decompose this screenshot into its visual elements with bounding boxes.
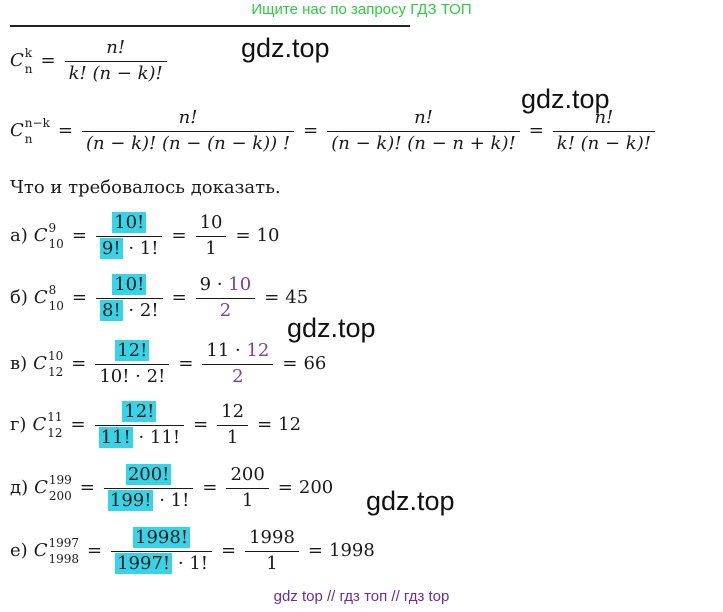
conclusion-text: Что и требовалось доказать.	[10, 177, 281, 198]
exercise-g: г) C 11 12 = 12! 11! · 11! = 12 1 = 12	[10, 401, 302, 448]
watermark: gdz.top	[521, 84, 610, 114]
exercise-d: д) C 199 200 = 200! 199! · 1! = 200 1 = 200	[10, 464, 334, 511]
header-divider	[10, 25, 410, 27]
proof-formula: C n−k n = n! (n − k)! (n − (n − k)) ! = n!…	[10, 107, 658, 154]
exercise-v: в) C 10 12 = 12! 10! · 2! = 11 · 12 2 = 66	[10, 340, 327, 387]
combination-symbol: C n−k n	[10, 115, 50, 147]
search-banner: Ищите нас по запросу ГДЗ ТОП	[251, 1, 472, 18]
definition-fraction: n! k! (n − k)!	[64, 37, 167, 84]
footer-watermark: gdz top // гдз топ // гдз top	[273, 588, 450, 605]
exercise-b: б) C 8 10 = 10! 8! · 2! = 9 · 10 2 = 45	[10, 274, 309, 321]
watermark: gdz.top	[287, 313, 376, 343]
exercise-a: а) C 9 10 = 10! 9! · 1! = 10 1 = 10	[10, 212, 280, 259]
watermark: gdz.top	[366, 486, 455, 516]
exercise-e: е) C 1997 1998 = 1998! 1997! · 1! = 1998 1 =…	[10, 527, 375, 574]
watermark: gdz.top	[241, 33, 330, 63]
